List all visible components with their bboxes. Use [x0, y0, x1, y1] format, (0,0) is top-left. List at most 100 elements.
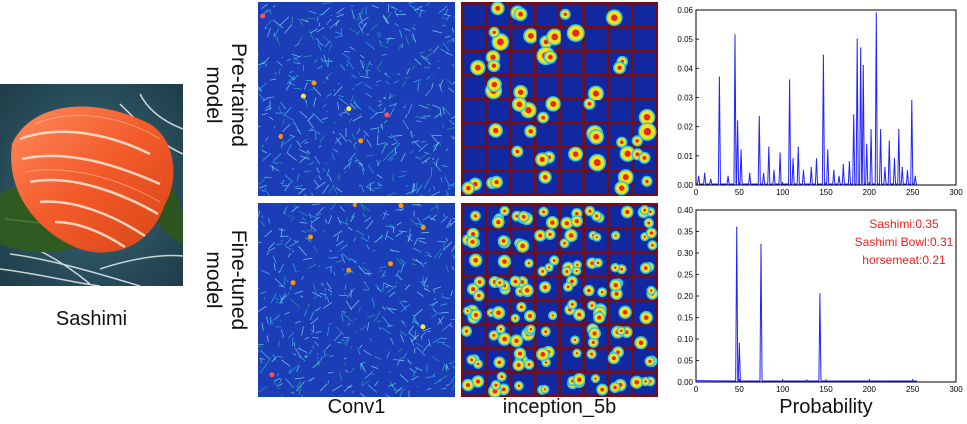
heat-tile: [534, 228, 559, 251]
y-tick-label: 0.03: [677, 94, 693, 103]
data-point: [789, 79, 791, 81]
data-point: [875, 12, 877, 14]
column-label-probability: Probability: [779, 396, 873, 418]
conv-tile: [331, 147, 360, 172]
conv-tile: [258, 147, 284, 172]
y-tick-label: 0.06: [677, 6, 693, 15]
conv1-feature-map-finetuned: [258, 203, 455, 397]
conv-tile: [307, 97, 332, 132]
heat-tile: [633, 301, 656, 325]
data-point: [880, 128, 882, 131]
heat-tile: [585, 348, 607, 371]
conv-tile: [297, 343, 332, 373]
conv-tile: [381, 372, 406, 397]
data-point: [862, 64, 864, 67]
conv-tile: [404, 275, 431, 300]
heat-tile: [609, 229, 632, 251]
heat-tile: [462, 301, 486, 324]
conv-tile: [282, 74, 307, 99]
data-point: [806, 379, 808, 381]
conv-tile: [282, 365, 307, 397]
heat-tile: [463, 100, 486, 122]
y-tick-label: 0.15: [677, 314, 693, 323]
heat-tile: [633, 4, 656, 26]
heat-tile: [511, 205, 534, 227]
column-label-inception: inception_5b: [502, 396, 617, 418]
heat-tile: [512, 229, 534, 253]
x-tick-label: 200: [863, 188, 877, 197]
row-label-finetuned: Fine-tuned model: [201, 185, 251, 375]
conv-tile: [300, 147, 332, 175]
y-tick-label: 0.35: [677, 228, 693, 237]
data-point: [838, 380, 840, 382]
conv-tile: [356, 203, 384, 227]
heat-tile: [633, 100, 656, 126]
heat-tile: [633, 28, 656, 50]
heat-tile: [463, 4, 486, 26]
data-point: [792, 158, 794, 160]
annotation-label: horsemeat:0.21: [862, 253, 946, 267]
data-point: [734, 34, 736, 36]
heat-tile: [560, 124, 583, 146]
data-point: [853, 114, 855, 116]
heat-tile: [463, 124, 486, 146]
data-point: [710, 178, 712, 180]
conv-tile: [258, 348, 287, 373]
heat-tile: [509, 275, 534, 299]
conv-tile: [402, 343, 430, 377]
conv-tile: [324, 50, 356, 75]
heat-tile: [487, 205, 510, 229]
heat-tile: [633, 52, 656, 74]
heat-tile: [560, 253, 583, 277]
data-point: [727, 175, 729, 177]
heat-tile: [463, 349, 486, 371]
heat-tile: [633, 277, 658, 300]
series-line: [695, 12, 917, 185]
data-point: [893, 158, 896, 160]
data-point: [911, 99, 913, 102]
heat-tile: [487, 324, 512, 347]
heat-tile: [585, 253, 607, 275]
conv-tile: [430, 275, 455, 305]
x-tick-label: 50: [735, 188, 744, 197]
heat-tile: [560, 24, 585, 50]
heat-tile: [512, 172, 534, 194]
heat-tile: [487, 349, 510, 371]
heat-tile: [487, 275, 511, 299]
conv-tile: [350, 70, 385, 99]
inception5b-map-pretrained: [461, 2, 658, 196]
conv-tile: [356, 2, 381, 28]
conv-tile: [356, 348, 381, 373]
heat-tile: [536, 28, 564, 50]
data-point: [833, 169, 835, 172]
conv-tile: [307, 167, 333, 196]
conv-tile: [405, 143, 432, 172]
data-point: [913, 380, 915, 382]
conv-tile: [379, 26, 406, 51]
heat-tile: [463, 148, 486, 170]
series-line: [695, 227, 917, 382]
data-point: [718, 76, 720, 78]
conv1-grid: [258, 203, 455, 397]
heat-tile: [560, 172, 583, 194]
conv-tile: [396, 2, 439, 28]
conv-tile: [405, 99, 434, 123]
row-label-pretrained: Pre-trained model: [201, 0, 251, 190]
heat-tile: [560, 275, 583, 299]
conv-tile: [304, 120, 332, 151]
conv-tile: [427, 26, 455, 53]
data-point: [856, 38, 858, 40]
y-tick-label: 0.05: [677, 357, 693, 366]
conv-tile: [405, 203, 431, 228]
x-tick-label: 0: [694, 188, 699, 197]
data-point: [758, 115, 760, 118]
y-tick-label: 0.01: [677, 152, 693, 161]
data-point: [740, 149, 742, 151]
conv-tile: [350, 297, 386, 324]
heat-tile: [609, 100, 632, 122]
heat-tile: [633, 349, 658, 371]
heat-tile: [585, 124, 607, 146]
data-point: [888, 140, 890, 142]
data-point: [819, 293, 821, 295]
heat-tile: [585, 4, 607, 26]
